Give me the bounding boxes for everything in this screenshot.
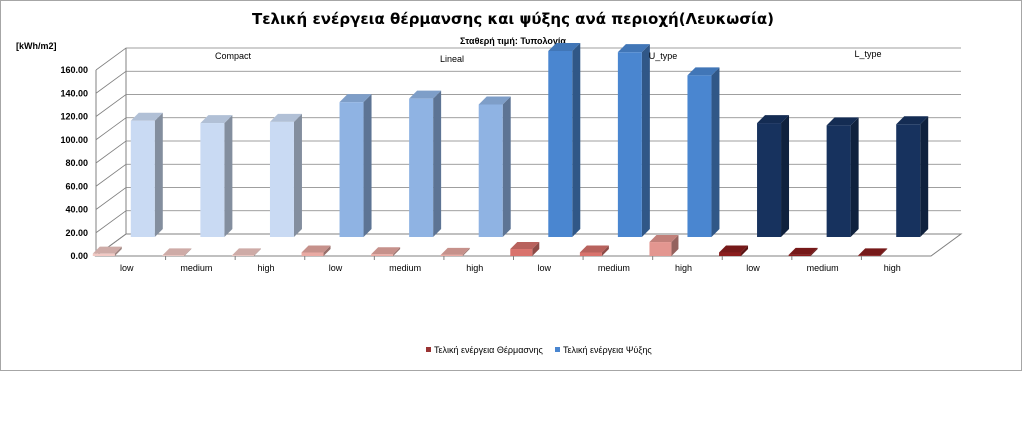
group-label: Compact [215,51,252,61]
x-tick-label: medium [389,263,421,273]
bar-heating [858,248,888,256]
bars [92,43,929,256]
gridlines [95,47,961,257]
bar-heating [231,248,261,256]
bar-cooling [409,90,442,237]
bar-cooling [896,116,929,237]
bar-heating [371,247,401,256]
y-tick-label: 60.00 [65,181,88,191]
x-tick-label: high [257,263,274,273]
bar-heating [649,235,679,256]
legend-label-heating: Τελική ενέργεια Θέρμασνης [434,345,543,355]
x-tick-label: low [120,263,134,273]
x-tick-label: high [675,263,692,273]
y-tick-label: 40.00 [65,205,88,215]
x-tick-label: high [466,263,483,273]
group-label: Lineal [440,54,464,64]
bar-heating [510,242,540,256]
bar-heating [92,246,122,256]
chart-title: Τελική ενέργεια θέρμανσης και ψύξης ανά … [252,10,774,28]
bar-heating [162,248,192,256]
gridline [95,117,961,141]
y-tick-label: 0.00 [70,251,88,261]
bar-cooling [757,115,790,237]
legend-label-cooling: Τελική ενέργεια Ψύξης [563,345,652,355]
x-tick-label: medium [180,263,212,273]
y-tick-label: 20.00 [65,228,88,238]
bar-cooling [478,96,511,237]
gridline [95,210,961,234]
legend-swatch-cooling [555,347,560,352]
x-tick-label: low [746,263,760,273]
y-tick-label: 140.00 [60,88,88,98]
y-tick-labels: 0.00 20.00 40.00 60.00 80.00 100.00 120.00 140.… [60,65,88,261]
x-tick-label: medium [807,263,839,273]
bar-cooling [339,94,372,238]
bar-cooling [200,115,233,237]
x-tick-label: low [329,263,343,273]
legend-swatch-heating [426,347,431,352]
bar-cooling [548,43,581,237]
gridline [95,187,961,210]
bar-cooling [687,67,720,237]
bar-heating [440,247,470,256]
chart-area: Τελική ενέργεια θέρμανσης και ψύξης ανά … [0,0,1022,371]
x-tick-label: medium [598,263,630,273]
group-label: L_type [854,49,881,59]
x-tick-label: high [884,263,901,273]
y-tick-label: 160.00 [60,65,88,75]
x-tick-label: low [538,263,552,273]
gridline [95,163,961,187]
bar-cooling [269,113,302,237]
chart-svg: Τελική ενέργεια θέρμανσης και ψύξης ανά … [16,10,963,355]
gridline [95,47,961,71]
bar-heating [719,245,749,256]
gridline [95,94,961,117]
y-tick-label: 120.00 [60,112,88,122]
group-labels: Compact Lineal U_type L_type [215,49,882,64]
y-axis-label: [kWh/m2] [16,41,57,51]
legend: Τελική ενέργεια Θέρμασνης Τελική ενέργει… [426,345,652,355]
y-tick-label: 100.00 [60,135,88,145]
bar-heating [788,247,818,256]
bar-cooling [617,44,650,237]
group-label: U_type [649,51,678,61]
bar-heating [301,245,331,256]
category-labels: low medium high low medium high low medium high l… [120,256,901,273]
gridline [95,140,961,164]
y-tick-label: 80.00 [65,158,88,168]
bar-heating [579,245,609,256]
chart-subtitle: Σταθερή τιμή: Τυπολογία [460,36,566,46]
bar-cooling [826,117,859,237]
gridline [95,70,961,94]
bar-cooling [130,112,163,237]
